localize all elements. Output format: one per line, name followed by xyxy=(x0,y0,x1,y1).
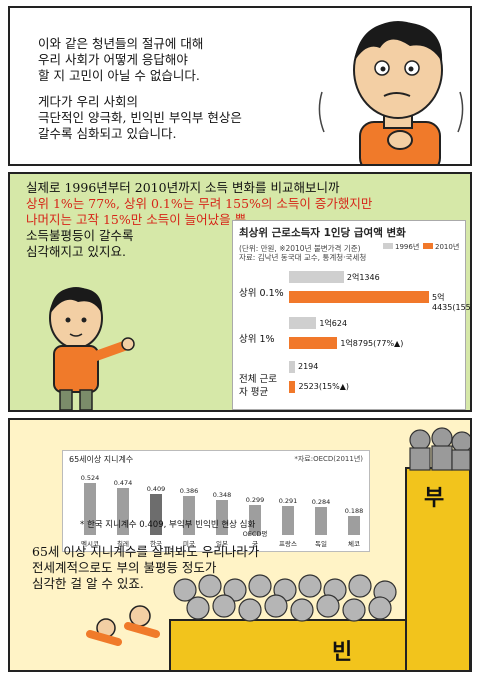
category-label: 상위 0.1% xyxy=(239,288,284,299)
gini-bar xyxy=(216,500,228,535)
panel1-paragraph-1: 이와 같은 청년들의 절규에 대해 우리 사회가 어떻게 응답해야 할 지 고민… xyxy=(38,36,203,84)
panel1-paragraph-2: 게다가 우리 사회의 극단적인 양극화, 빈익빈 부익부 현상은 갈수록 심화되… xyxy=(38,94,242,142)
worried-boy-illustration xyxy=(318,21,464,164)
chart-title: 65세이상 지니계수 xyxy=(69,455,134,464)
chart-title: 최상위 근로소득자 1인당 급여액 변화 xyxy=(239,227,406,239)
comic-panel-3: 65세이상 지니계수 *자료:OECD(2011년) 0.524 멕시코 0.474… xyxy=(8,418,472,672)
gini-category-label: 미국 xyxy=(183,540,195,548)
chart-source: 자료: 김낙년 동국대 교수, 통계청·국세청 xyxy=(239,253,367,262)
gini-category-label: 한국 xyxy=(150,540,162,548)
legend-label-2010: 2010년 xyxy=(435,243,460,251)
gini-category-label: 멕시코 xyxy=(81,540,99,548)
bar-1996 xyxy=(289,271,344,283)
explaining-boy-illustration xyxy=(49,287,135,410)
text-line: 이와 같은 청년들의 절규에 대해 xyxy=(38,36,204,51)
panel3-caption: 65세 이상 지니계수를 살펴봐도 우리나라가 전세계적으로도 부의 불평등 정… xyxy=(32,544,259,592)
legend-swatch-1996 xyxy=(383,243,393,249)
comic-panel-1: 이와 같은 청년들의 절규에 대해 우리 사회가 어떻게 응답해야 할 지 고민… xyxy=(8,6,472,166)
text-line: 65세 이상 지니계수를 살펴봐도 우리나라가 xyxy=(32,544,260,559)
gini-value-label: 0.474 xyxy=(113,478,133,487)
text-line: 극단적인 양극화, 빈익빈 부익부 현상은 xyxy=(38,110,242,125)
gini-bar xyxy=(282,505,294,535)
text-line: 게다가 우리 사회의 xyxy=(38,94,138,109)
bar-value-label: 1억624 xyxy=(319,319,348,328)
highlight-line: 상위 1%는 77%, 상위 0.1%는 무려 155%의 소득이 증가했지만 xyxy=(26,196,373,211)
text-line: 심각한 걸 알 수 있죠. xyxy=(32,576,144,591)
chart-unit: (단위: 만원, ※2010년 불변가격 기준) xyxy=(239,244,361,253)
gini-category-label: 독일 xyxy=(315,540,327,548)
text-line: 심각해지고 있지요. xyxy=(26,244,126,259)
gini-bar xyxy=(348,516,360,535)
chart-note: * 한국 지니계수 0.409, 부익부 빈익빈 현상 심화 xyxy=(80,520,256,530)
gini-value-label: 0.409 xyxy=(146,485,166,494)
gini-value-label: 0.284 xyxy=(311,497,331,506)
gini-bar xyxy=(183,496,195,535)
panel2-text: 실제로 1996년부터 2010년까지 소득 변화를 비교해보니까 상위 1%는… xyxy=(26,180,372,260)
gini-value-label: 0.291 xyxy=(278,496,298,505)
legend-label-1996: 1996년 xyxy=(395,243,420,251)
bar-1996 xyxy=(289,317,317,329)
gini-category-label: 프랑스 xyxy=(279,540,297,548)
gini-bar xyxy=(150,494,162,535)
legend-swatch-2010 xyxy=(423,243,433,249)
bar-value-label: 2194 xyxy=(298,362,319,371)
bar-value-label: 2523(15%▲) xyxy=(298,382,350,391)
bar-2010 xyxy=(289,381,296,393)
bar-1996 xyxy=(289,361,295,373)
rich-label: 부 xyxy=(424,486,445,511)
poor-label: 빈 xyxy=(332,640,353,665)
category-label: 전체 근로자 평균 xyxy=(239,374,277,398)
highlight-line: 나머지는 고작 15%만 소득이 늘어났을 뿐, xyxy=(26,212,251,227)
gini-category-label: 칠레 xyxy=(117,540,129,548)
text-line: 우리 사회가 어떻게 응답해야 xyxy=(38,52,188,67)
gini-category-label: 체코 xyxy=(348,540,360,548)
chart-source: *자료:OECD(2011년) xyxy=(294,455,363,463)
bar-2010 xyxy=(289,291,429,303)
gini-category-label: 일본 xyxy=(216,540,228,548)
gini-value-label: 0.524 xyxy=(80,473,100,482)
text-line: 실제로 1996년부터 2010년까지 소득 변화를 비교해보니까 xyxy=(26,180,340,195)
income-change-chart: 최상위 근로소득자 1인당 급여액 변화 (단위: 만원, ※2010년 불변가… xyxy=(232,220,470,410)
wealth-gap-illustration xyxy=(86,427,470,670)
gini-value-label: 0.386 xyxy=(179,487,199,496)
text-line: 전세계적으로도 부의 불평등 정도가 xyxy=(32,560,217,575)
comic-panel-2: 실제로 1996년부터 2010년까지 소득 변화를 비교해보니까 상위 1%는… xyxy=(8,172,472,412)
gini-value-label: 0.299 xyxy=(245,496,265,505)
bar-2010 xyxy=(289,337,338,349)
gini-bar xyxy=(315,506,327,535)
gini-value-label: 0.188 xyxy=(344,507,364,516)
text-line: 갈수록 심화되고 있습니다. xyxy=(38,126,177,141)
category-label: 상위 1% xyxy=(239,334,275,345)
text-line: 소득불평등이 갈수록 xyxy=(26,228,134,243)
bar-value-label: 1억8795(77%▲) xyxy=(340,339,404,348)
text-line: 할 지 고민이 아닐 수 없습니다. xyxy=(38,68,200,83)
gini-bar xyxy=(117,487,129,535)
gini-value-label: 0.348 xyxy=(212,491,232,500)
gini-category-label: OECD평균 xyxy=(242,530,268,548)
bar-value-label: 2억1346 xyxy=(346,273,380,282)
gini-bar xyxy=(84,482,96,535)
gini-bar xyxy=(249,505,261,535)
bar-value-label: 5억4435(155%▲) xyxy=(432,293,471,312)
gini-coefficient-chart: 65세이상 지니계수 *자료:OECD(2011년) 0.524 멕시코 0.474… xyxy=(62,450,370,552)
